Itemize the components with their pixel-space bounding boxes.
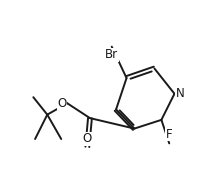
Text: Br: Br <box>105 48 118 61</box>
Text: N: N <box>176 87 185 100</box>
Text: O: O <box>83 132 92 145</box>
Text: O: O <box>57 97 66 110</box>
Text: F: F <box>166 128 172 141</box>
